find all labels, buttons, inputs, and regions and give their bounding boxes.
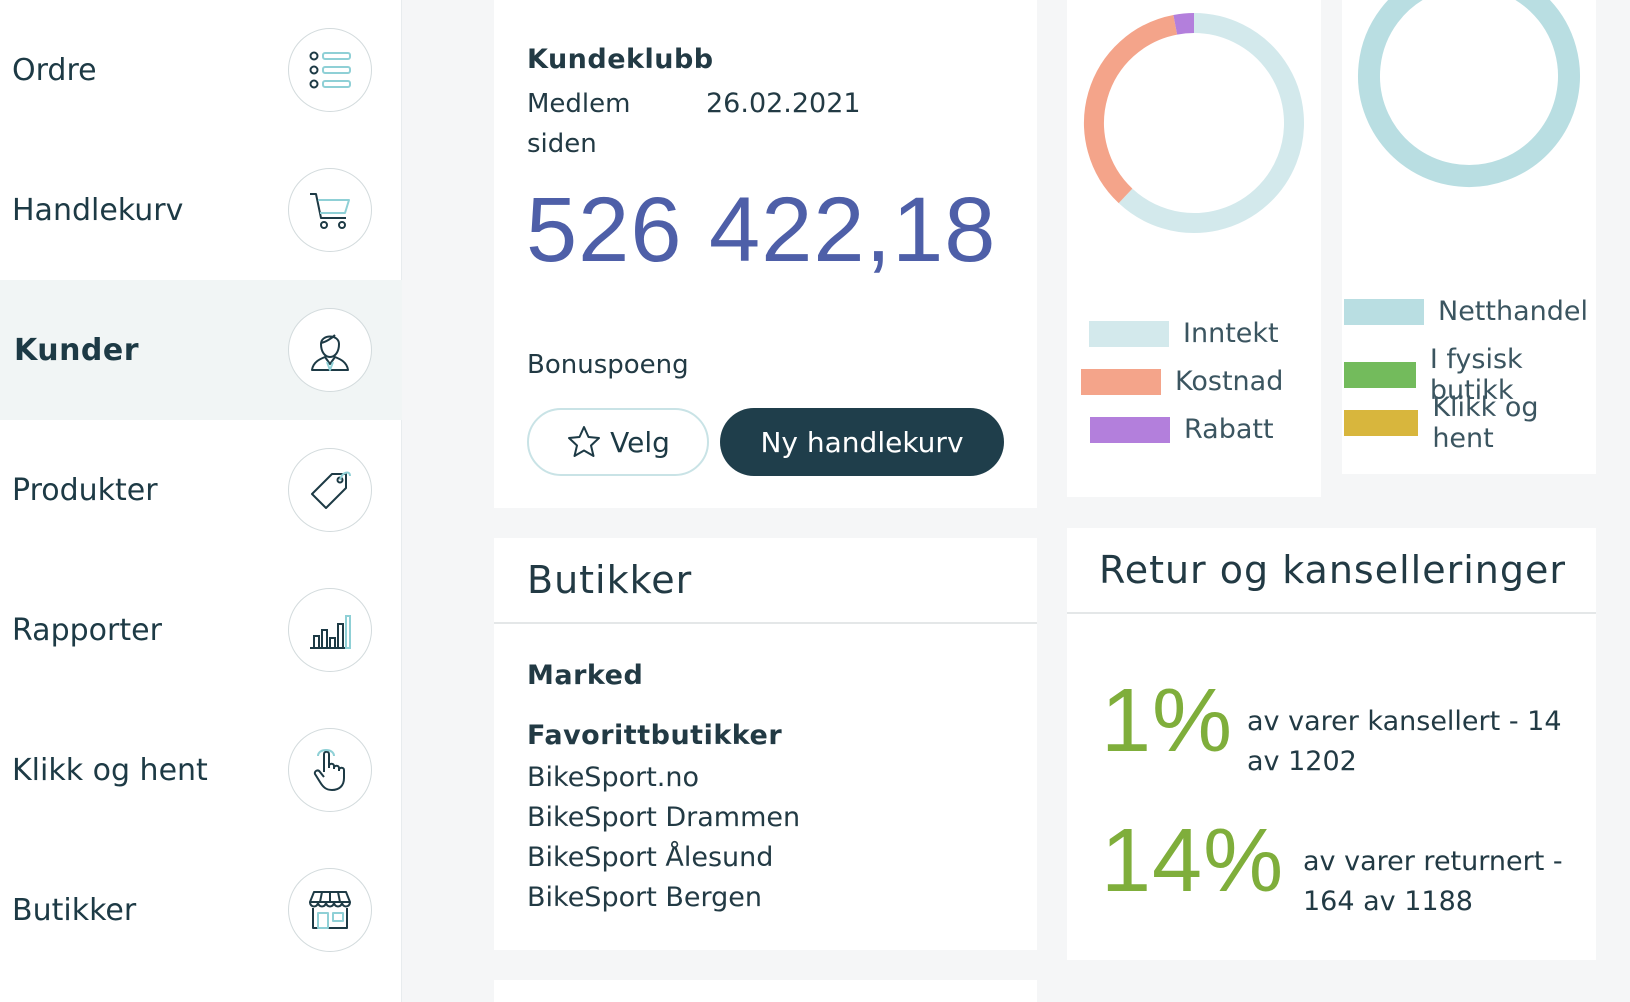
hand-pointer-icon[interactable] — [288, 728, 372, 812]
legend-item[interactable]: I fysisk butikk — [1344, 344, 1596, 406]
select-button[interactable]: Velg — [527, 408, 709, 476]
tag-icon[interactable] — [288, 448, 372, 532]
sidebar-item-label: Handlekurv — [12, 192, 184, 228]
legend-item[interactable]: Inntekt — [1089, 318, 1279, 349]
legend-swatch — [1344, 298, 1424, 325]
legend-swatch — [1081, 368, 1161, 395]
donut-slice-kostnad[interactable] — [1084, 14, 1178, 204]
sidebar-item-label: Rapporter — [12, 612, 162, 648]
sidebar-item-label: Kunder — [14, 332, 140, 368]
sidebar-item-ordre[interactable]: Ordre — [0, 0, 402, 140]
next-card — [494, 980, 1037, 1002]
list-item[interactable]: BikeSport.no — [527, 762, 700, 793]
list-item[interactable]: BikeSport Ålesund — [527, 842, 774, 873]
sidebar-item-rapporter[interactable]: Rapporter — [0, 560, 402, 700]
market-label: Marked — [527, 660, 644, 691]
favorites-label: Favorittbutikker — [527, 720, 783, 751]
sidebar-item-label: Klikk og hent — [12, 752, 208, 788]
legend-label: I fysisk butikk — [1429, 344, 1523, 406]
sidebar-item-kunder[interactable]: Kunder — [0, 280, 402, 420]
finance-chart-card: Inntekt Kostnad Rabatt — [1067, 0, 1321, 497]
bar-chart-icon[interactable] — [288, 588, 372, 672]
returns-card: Retur og kanselleringer 1% av varer kans… — [1067, 528, 1596, 960]
legend-label: Inntekt — [1183, 318, 1279, 349]
legend-item[interactable]: Kostnad — [1081, 366, 1283, 397]
customer-club-title: Kundeklubb — [527, 44, 714, 75]
cancelled-percentage: 1% — [1101, 671, 1234, 771]
finance-donut-chart — [1084, 13, 1304, 233]
donut-slice-rabatt[interactable] — [1173, 13, 1195, 35]
legend-item[interactable]: Rabatt — [1090, 414, 1274, 445]
legend-swatch — [1089, 320, 1169, 347]
member-since-date: 26.02.2021 — [706, 88, 861, 119]
cart-icon[interactable] — [288, 168, 372, 252]
user-icon[interactable] — [288, 308, 372, 392]
favorite-stores-list: BikeSport.no BikeSport Drammen BikeSport… — [527, 758, 800, 918]
returns-title: Retur og kanselleringer — [1099, 548, 1566, 592]
cancelled-description: av varer kansellert - 14 av 1202 — [1247, 706, 1562, 777]
legend-item[interactable]: Netthandel — [1344, 296, 1588, 327]
legend-swatch — [1344, 410, 1419, 436]
legend-swatch — [1090, 416, 1170, 443]
channel-chart-card: Netthandel I fysisk butikk Klikk og hent — [1342, 0, 1596, 474]
sidebar-item-handlekurv[interactable]: Handlekurv — [0, 140, 402, 280]
channel-donut-chart — [1358, 0, 1580, 187]
stores-divider — [494, 622, 1037, 624]
list-item[interactable]: BikeSport Drammen — [527, 802, 801, 833]
store-icon[interactable] — [288, 868, 372, 952]
sidebar-item-produkter[interactable]: Produkter — [0, 420, 402, 560]
legend-label: Netthandel — [1438, 296, 1589, 327]
customer-club-card: Kundeklubb Medlem siden 26.02.2021 526 4… — [494, 0, 1037, 508]
donut-slice-inntekt[interactable] — [1118, 13, 1304, 233]
legend-item[interactable]: Klikk og hent — [1344, 392, 1596, 454]
sidebar-item-label: Ordre — [12, 52, 97, 88]
sidebar-item-klikk-og-hent[interactable]: Klikk og hent — [0, 700, 402, 840]
new-cart-button[interactable]: Ny handlekurv — [720, 408, 1004, 476]
star-icon — [568, 426, 601, 457]
bonus-points-label: Bonuspoeng — [527, 350, 689, 380]
stores-title: Butikker — [527, 558, 693, 602]
sidebar-item-butikker[interactable]: Butikker — [0, 840, 402, 980]
legend-label: Klikk og hent — [1432, 392, 1539, 454]
list-item[interactable]: BikeSport Bergen — [527, 882, 762, 913]
sidebar: Ordre Handlekurv Kunder — [0, 0, 402, 1002]
returned-percentage: 14% — [1101, 811, 1285, 911]
legend-label: Kostnad — [1175, 366, 1284, 397]
sidebar-item-label: Produkter — [12, 472, 158, 508]
returned-description: av varer returnert - 164 av 1188 — [1303, 846, 1563, 917]
donut-slice-netthandel[interactable] — [1358, 0, 1580, 187]
legend-label: Rabatt — [1184, 414, 1274, 445]
returns-divider — [1067, 612, 1596, 614]
member-since-label: Medlem siden — [527, 89, 631, 159]
list-icon[interactable] — [288, 28, 372, 112]
legend-swatch — [1344, 362, 1416, 388]
stores-card: Butikker Marked Favorittbutikker BikeSpo… — [494, 538, 1037, 950]
select-button-label: Velg — [610, 425, 670, 459]
bonus-points-value: 526 422,18 — [526, 179, 997, 281]
sidebar-item-label: Butikker — [12, 892, 137, 928]
